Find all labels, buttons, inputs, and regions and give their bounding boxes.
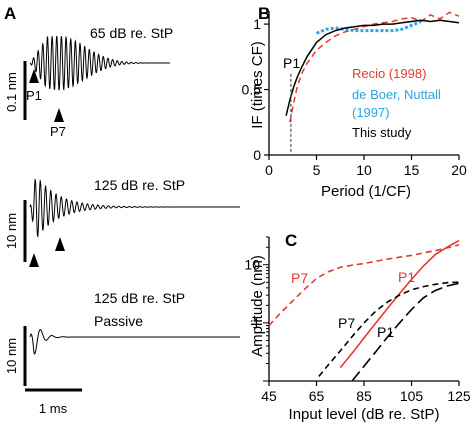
panel-c-x-tick-label: 125 <box>447 388 471 404</box>
trace-65db <box>29 35 170 91</box>
panel-b: B 0 5 10 15 20 0 0.5 1 P1 Recio (1998) de Boer, … <box>242 4 467 200</box>
panel-b-x-tick-label: 10 <box>356 162 372 178</box>
panel-c-label-p1-black: P1 <box>377 324 394 340</box>
panel-c-series-2 <box>318 281 460 377</box>
panel-c: C 45 65 85 105 125 1 10 P7 P1 P7 P1 Input leve… <box>244 231 470 423</box>
panel-b-x-tick-label: 15 <box>404 162 420 178</box>
panel-b-series-0 <box>289 11 460 123</box>
trace3-condition: 125 dB re. StP <box>94 290 185 306</box>
panel-c-x-tick-label: 45 <box>261 388 277 404</box>
p1-marker-label: P1 <box>26 88 42 103</box>
panel-b-legend: Recio (1998) de Boer, Nuttall (1997) This s… <box>352 66 441 140</box>
panel-b-y-tick-label: 1 <box>253 16 261 32</box>
panel-b-series-2 <box>285 19 460 116</box>
panel-b-series <box>285 11 460 123</box>
trace2-scale-label: 10 nm <box>4 213 19 249</box>
panel-c-label-p7-black: P7 <box>338 315 355 331</box>
panel-a: A 65 dB re. StP 0.1 nm P1 P7 125 dB re. … <box>4 4 240 416</box>
panel-b-legend-entry-2: (1997) <box>352 105 390 120</box>
trace2-marker-1 <box>29 253 39 267</box>
p7-marker-label: P7 <box>50 124 66 139</box>
panel-c-letter: C <box>285 231 297 250</box>
trace2-condition: 125 dB re. StP <box>94 177 185 193</box>
panel-b-axes: 0 5 10 15 20 0 0.5 1 <box>242 11 467 178</box>
panel-c-label-p1-red: P1 <box>398 269 415 285</box>
panel-b-y-axis-label: IF (times CF) <box>249 41 266 129</box>
panel-c-y-axis-label: Amplitude (nm) <box>249 255 266 357</box>
trace3-scale-label: 10 nm <box>4 338 19 374</box>
panel-a-letter: A <box>4 4 16 23</box>
panel-c-axes: 45 65 85 105 125 1 10 <box>244 236 471 404</box>
panel-c-label-p7-red: P7 <box>291 270 308 286</box>
panel-c-series-0 <box>268 244 460 327</box>
trace-125db <box>29 178 240 238</box>
panel-c-series-3 <box>351 282 460 382</box>
panel-b-y-tick-label: 0 <box>253 147 261 163</box>
panel-b-x-tick-label: 5 <box>313 162 321 178</box>
panel-b-y-tick-label: 0.5 <box>242 82 262 98</box>
trace-passive <box>29 329 240 355</box>
trace1-condition: 65 dB re. StP <box>90 25 173 41</box>
trace3-condition-passive: Passive <box>94 313 143 329</box>
panel-b-x-axis-label: Period (1/CF) <box>321 183 411 200</box>
time-scale-label: 1 ms <box>39 401 68 416</box>
panel-b-x-tick-label: 20 <box>451 162 467 178</box>
p1-marker-arrow <box>29 69 39 83</box>
panel-b-x-tick-label: 0 <box>265 162 273 178</box>
panel-b-letter: B <box>258 4 270 23</box>
panel-c-x-tick-label: 105 <box>400 388 424 404</box>
panel-c-series-1 <box>339 239 460 369</box>
panel-b-legend-entry-0: Recio (1998) <box>352 66 426 81</box>
panel-c-x-axis-label: Input level (dB re. StP) <box>289 406 440 423</box>
panel-c-y-tick-label: 1 <box>252 315 260 331</box>
panel-c-series <box>268 239 460 382</box>
panel-b-legend-entry-1: de Boer, Nuttall <box>352 87 441 102</box>
p7-marker-arrow <box>54 108 64 122</box>
panel-c-x-tick-label: 85 <box>356 388 372 404</box>
panel-c-x-tick-label: 65 <box>309 388 325 404</box>
panel-b-p1-label: P1 <box>283 55 300 71</box>
trace2-marker-2 <box>55 237 65 251</box>
trace1-scale-label: 0.1 nm <box>4 72 19 112</box>
panel-b-legend-entry-3: This study <box>352 125 412 140</box>
panel-c-y-tick-label: 10 <box>244 257 260 273</box>
